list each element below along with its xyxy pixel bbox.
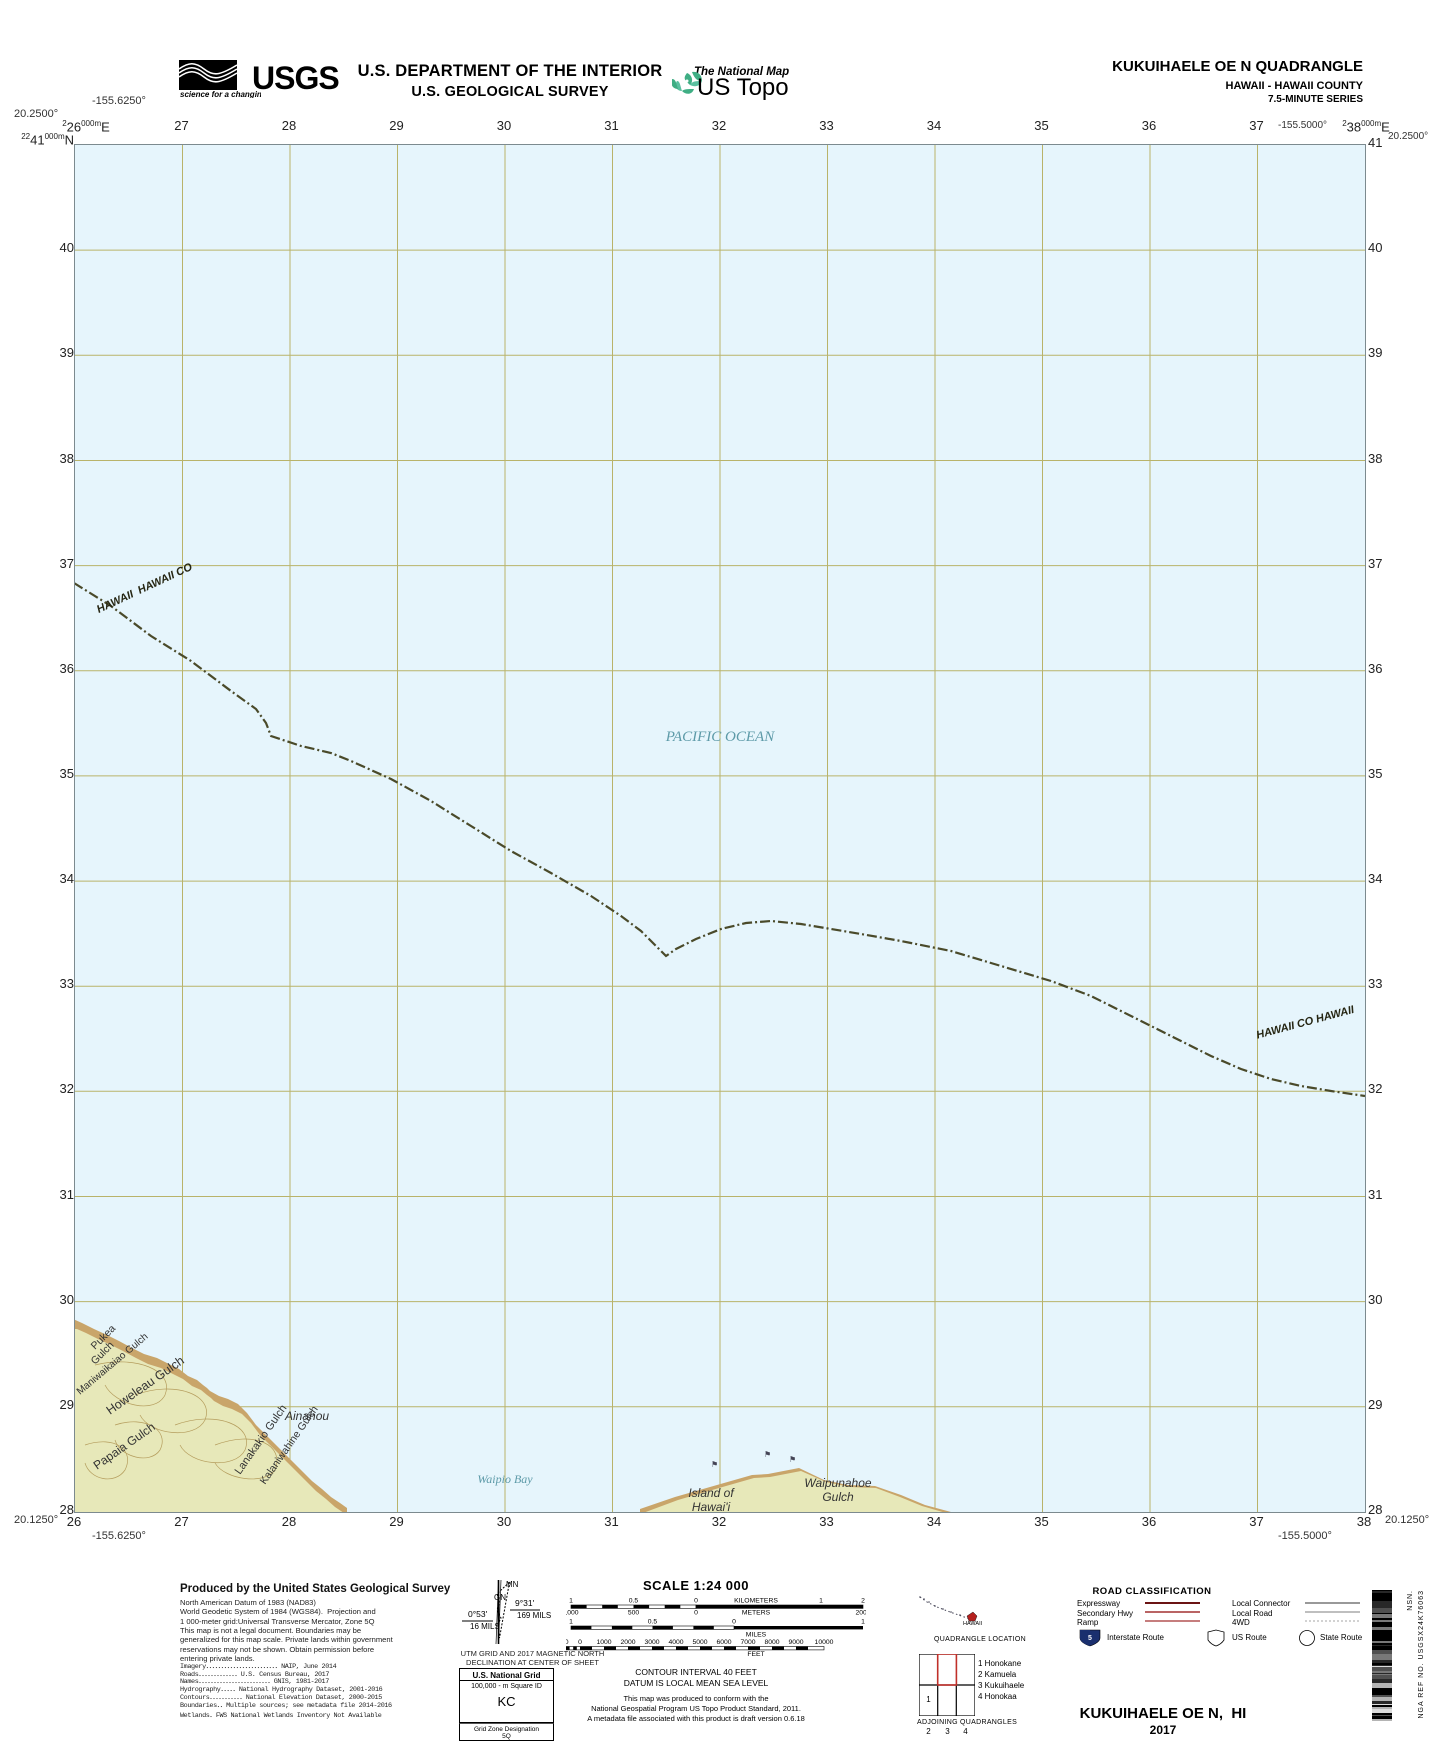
svg-text:3000: 3000	[644, 1639, 659, 1646]
svg-text:0°53': 0°53'	[468, 1609, 488, 1619]
svg-text:⚑: ⚑	[789, 1455, 796, 1464]
svg-text:HAWAII: HAWAII	[963, 1621, 983, 1627]
svg-text:0.5: 0.5	[648, 1619, 658, 1626]
svg-text:0.5: 0.5	[629, 1598, 639, 1605]
svg-text:500: 500	[628, 1610, 640, 1617]
svg-text:0: 0	[694, 1610, 698, 1617]
svg-text:Hawai'i: Hawai'i	[692, 1500, 731, 1512]
svg-text:Waipio Bay: Waipio Bay	[477, 1472, 533, 1486]
svg-text:5: 5	[1088, 1635, 1092, 1642]
svg-text:Island of: Island of	[688, 1486, 735, 1500]
svg-text:9000: 9000	[788, 1639, 803, 1646]
svg-text:GN: GN	[494, 1593, 506, 1602]
svg-text:⚑: ⚑	[764, 1450, 771, 1459]
svg-text:MN: MN	[506, 1580, 519, 1589]
svg-text:1: 1	[569, 1619, 573, 1626]
svg-text:0: 0	[578, 1639, 582, 1646]
svg-text:0: 0	[694, 1598, 698, 1605]
svg-text:MILES: MILES	[746, 1632, 767, 1639]
svg-text:1: 1	[819, 1598, 823, 1605]
svg-text:1000: 1000	[566, 1610, 579, 1617]
svg-text:2000: 2000	[855, 1610, 866, 1617]
svg-text:1000: 1000	[566, 1639, 569, 1646]
svg-text:METERS: METERS	[742, 1610, 771, 1617]
svg-text:⚑: ⚑	[711, 1460, 718, 1469]
svg-text:Ainahou: Ainahou	[284, 1409, 329, 1423]
svg-text:2: 2	[861, 1598, 865, 1605]
svg-text:10000: 10000	[815, 1639, 834, 1646]
svg-text:FEET: FEET	[747, 1651, 764, 1658]
svg-text:4000: 4000	[668, 1639, 683, 1646]
svg-text:Waipunahoe: Waipunahoe	[804, 1476, 871, 1490]
svg-text:169 MILS: 169 MILS	[517, 1611, 551, 1620]
svg-text:16 MILS: 16 MILS	[470, 1622, 500, 1631]
svg-text:7000: 7000	[740, 1639, 755, 1646]
svg-text:5000: 5000	[692, 1639, 707, 1646]
svg-text:US Topo: US Topo	[697, 74, 789, 101]
svg-text:0: 0	[732, 1619, 736, 1626]
svg-text:science for a changing world: science for a changing world	[180, 90, 261, 98]
svg-text:2000: 2000	[620, 1639, 635, 1646]
svg-text:Gulch: Gulch	[822, 1490, 854, 1504]
svg-text:PACIFIC OCEAN: PACIFIC OCEAN	[665, 729, 775, 745]
svg-text:1000: 1000	[596, 1639, 611, 1646]
svg-text:1: 1	[861, 1619, 865, 1626]
svg-text:KILOMETERS: KILOMETERS	[734, 1598, 778, 1605]
svg-text:1: 1	[569, 1598, 573, 1605]
svg-text:9°31': 9°31'	[515, 1598, 535, 1608]
svg-text:6000: 6000	[716, 1639, 731, 1646]
svg-text:8000: 8000	[764, 1639, 779, 1646]
